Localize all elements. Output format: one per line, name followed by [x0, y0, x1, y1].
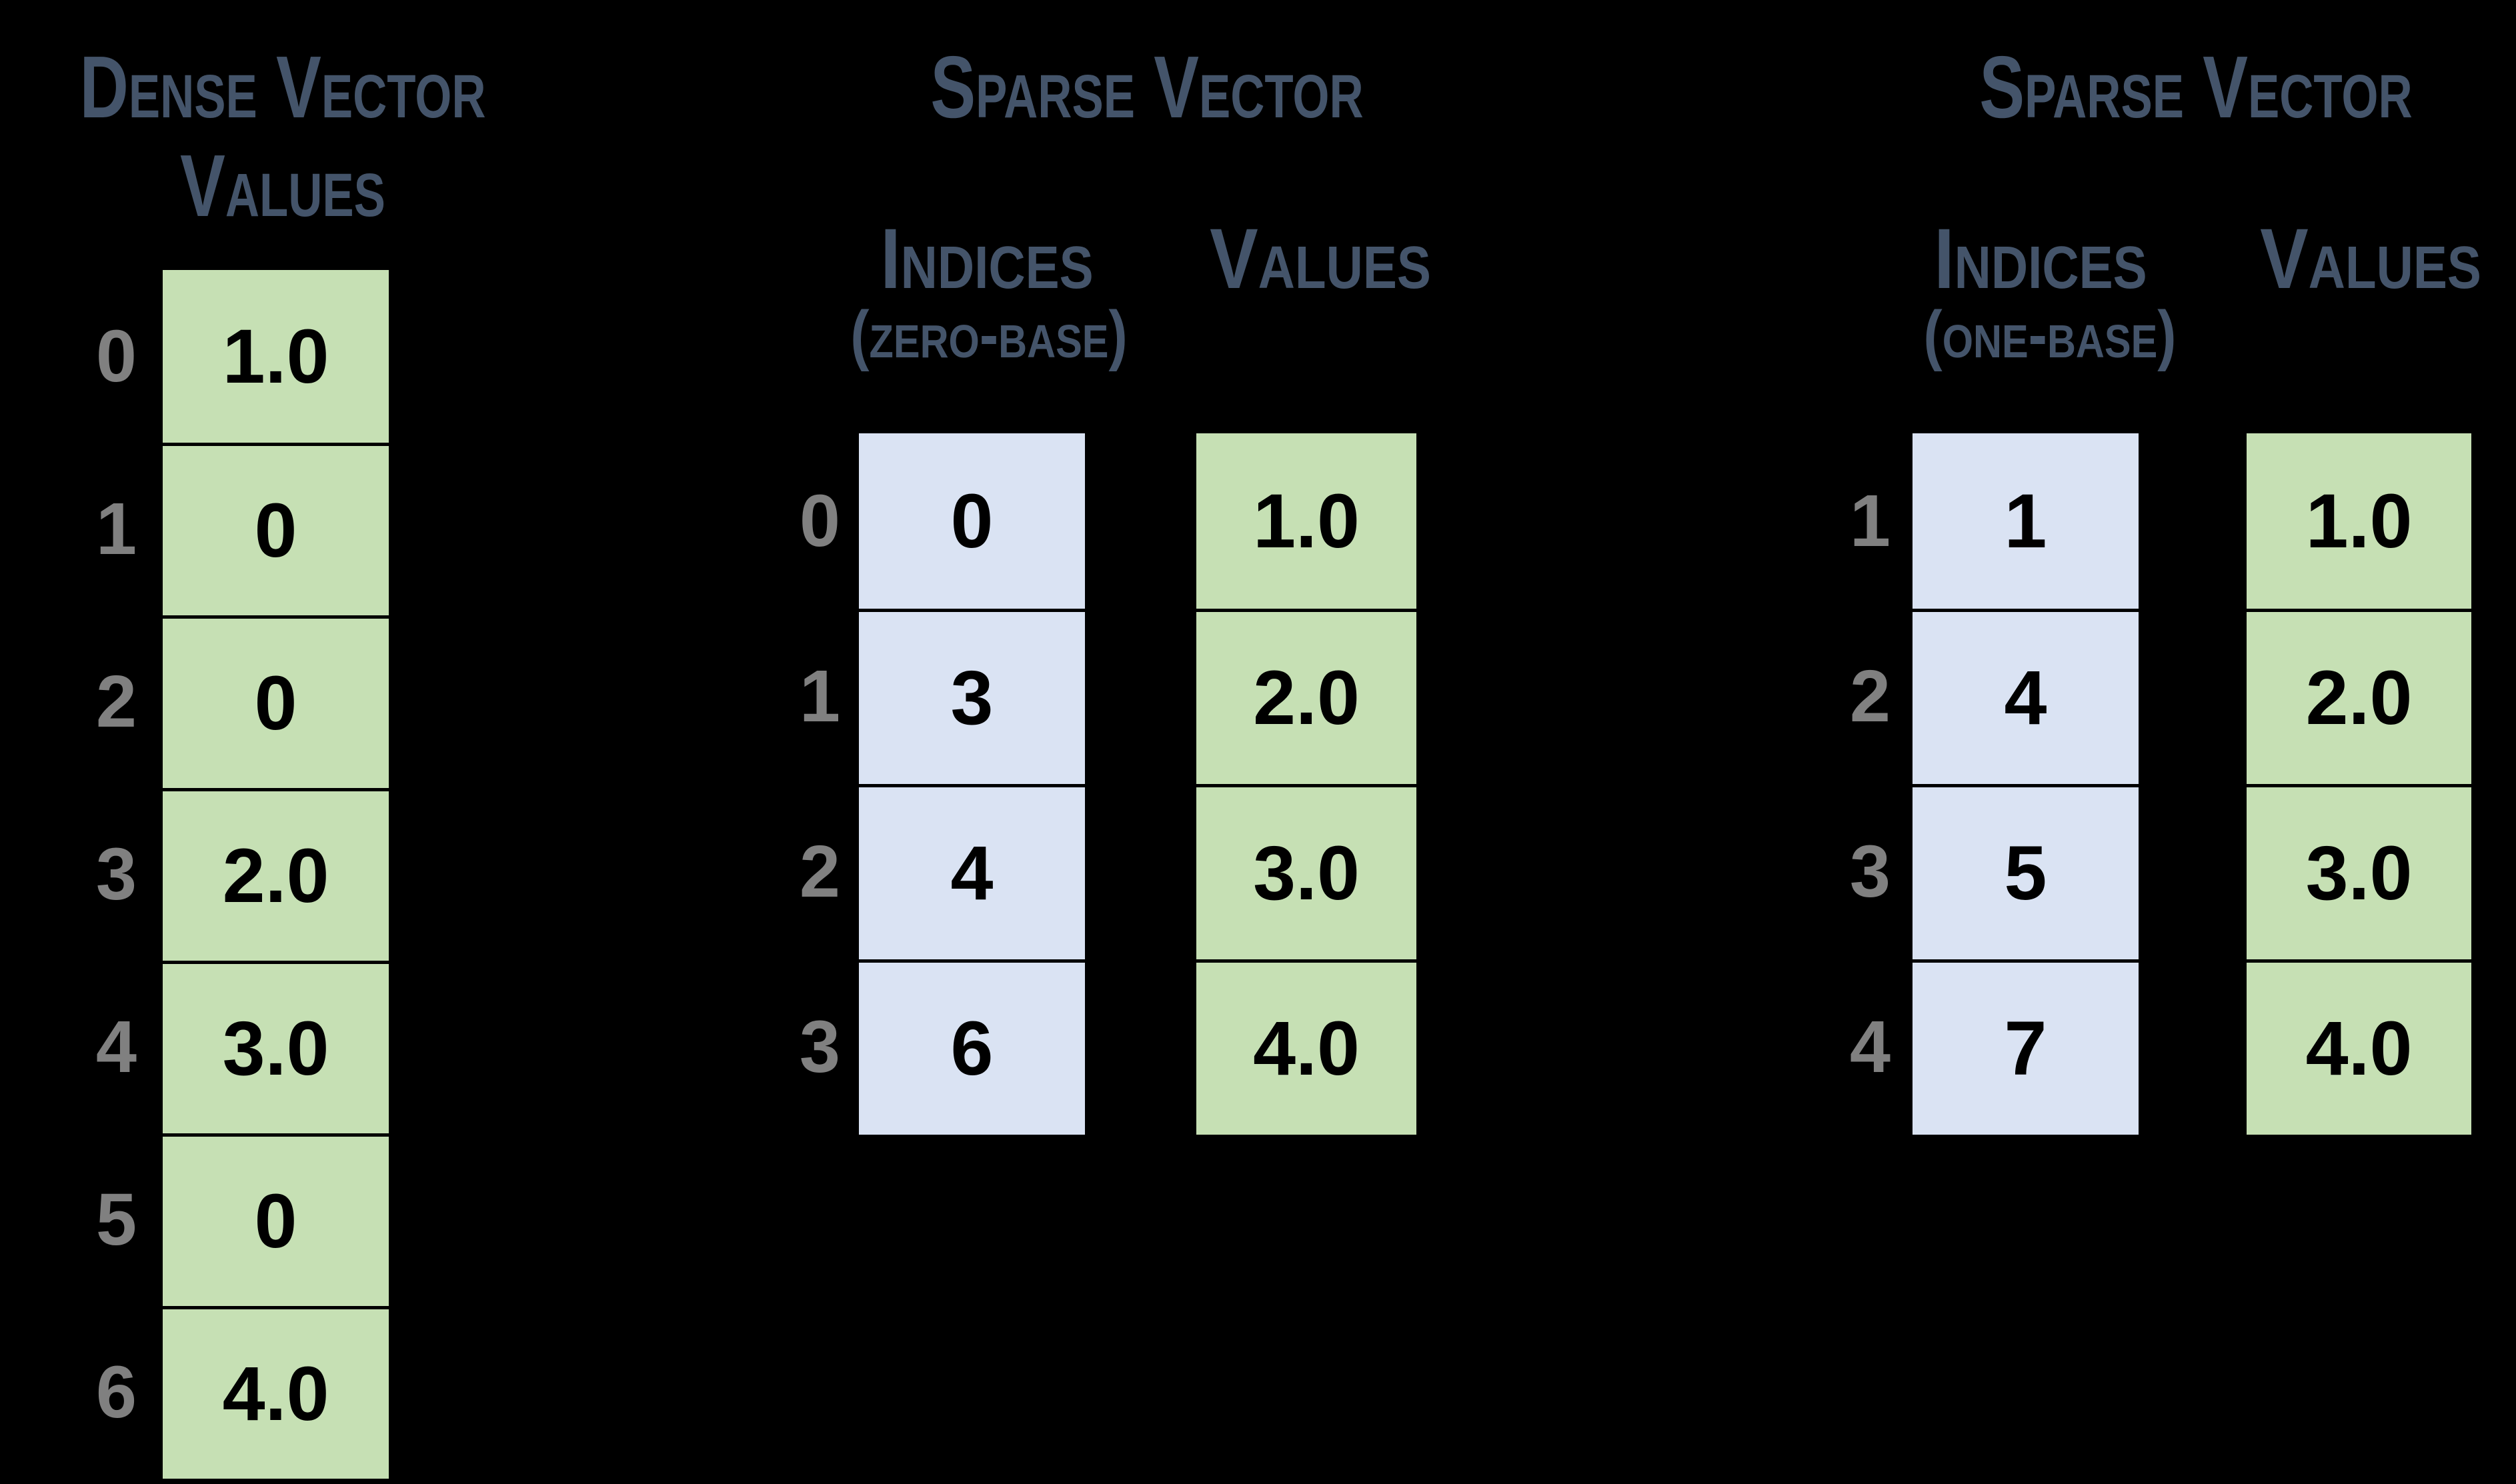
row-index-label: 6	[95, 1351, 137, 1433]
sparse-index-cell: 7	[1913, 959, 2139, 1135]
sparse-one-values-header: Values	[2260, 211, 2481, 307]
dense-value-cell: 3.0	[163, 961, 389, 1133]
dense-value-cell: 0	[163, 1133, 389, 1306]
sparse-index-cell: 0	[859, 433, 1085, 609]
sparse-value-cell: 1.0	[1196, 433, 1416, 609]
sparse-index-cell: 5	[1913, 784, 2139, 959]
sparse-value-cell: 2.0	[1196, 609, 1416, 784]
row-index-label: 4	[95, 1006, 137, 1088]
dense-index-rail: 0 1 2 3 4 5 6	[27, 270, 137, 1479]
dense-value-cell: 2.0	[163, 788, 389, 961]
row-index-label: 4	[1849, 1006, 1891, 1088]
sparse-index-cell: 6	[859, 959, 1085, 1135]
row-index-label: 5	[95, 1179, 137, 1261]
sparse-zero-indices-subheader: (zero-base)	[850, 297, 1128, 372]
sparse-value-cell: 3.0	[1196, 784, 1416, 959]
sparse-zero-indices-header: Indices	[880, 211, 1094, 307]
sparse-value-cell: 4.0	[2247, 959, 2471, 1135]
dense-value-cell: 4.0	[163, 1306, 389, 1479]
sparse-zero-index-rail: 0 1 2 3	[727, 433, 840, 1135]
sparse-value-cell: 3.0	[2247, 784, 2471, 959]
row-index-label: 1	[799, 655, 840, 737]
row-index-label: 1	[1849, 480, 1891, 562]
sparse-index-cell: 4	[1913, 609, 2139, 784]
sparse-zero-title: Sparse Vector	[930, 38, 1364, 136]
sparse-value-cell: 1.0	[2247, 433, 2471, 609]
sparse-index-cell: 4	[859, 784, 1085, 959]
sparse-value-cell: 2.0	[2247, 609, 2471, 784]
dense-values-header: Values	[180, 137, 385, 235]
sparse-value-cell: 4.0	[1196, 959, 1416, 1135]
sparse-zero-values-header: Values	[1210, 211, 1431, 307]
sparse-index-cell: 3	[859, 609, 1085, 784]
sparse-one-indices-subheader: (one-base)	[1923, 297, 2177, 372]
sparse-one-indices-header: Indices	[1934, 211, 2147, 307]
sparse-index-cell: 1	[1913, 433, 2139, 609]
row-index-label: 3	[799, 1006, 840, 1088]
row-index-label: 1	[95, 488, 137, 570]
dense-value-cell: 0	[163, 615, 389, 788]
row-index-label: 3	[1849, 831, 1891, 913]
dense-values-column: 1.0 0 0 2.0 3.0 0 4.0	[163, 270, 389, 1479]
row-index-label: 2	[1849, 655, 1891, 737]
sparse-one-title: Sparse Vector	[1979, 38, 2413, 136]
dense-value-cell: 0	[163, 443, 389, 615]
sparse-one-values-column: 1.0 2.0 3.0 4.0	[2247, 433, 2471, 1135]
dense-vector-title: Dense Vector	[79, 38, 486, 136]
row-index-label: 0	[799, 480, 840, 562]
sparse-one-index-rail: 1 2 3 4	[1780, 433, 1891, 1135]
row-index-label: 3	[95, 833, 137, 915]
row-index-label: 0	[95, 315, 137, 397]
row-index-label: 2	[799, 831, 840, 913]
dense-value-cell: 1.0	[163, 270, 389, 443]
row-index-label: 2	[95, 661, 137, 743]
sparse-zero-values-column: 1.0 2.0 3.0 4.0	[1196, 433, 1416, 1135]
